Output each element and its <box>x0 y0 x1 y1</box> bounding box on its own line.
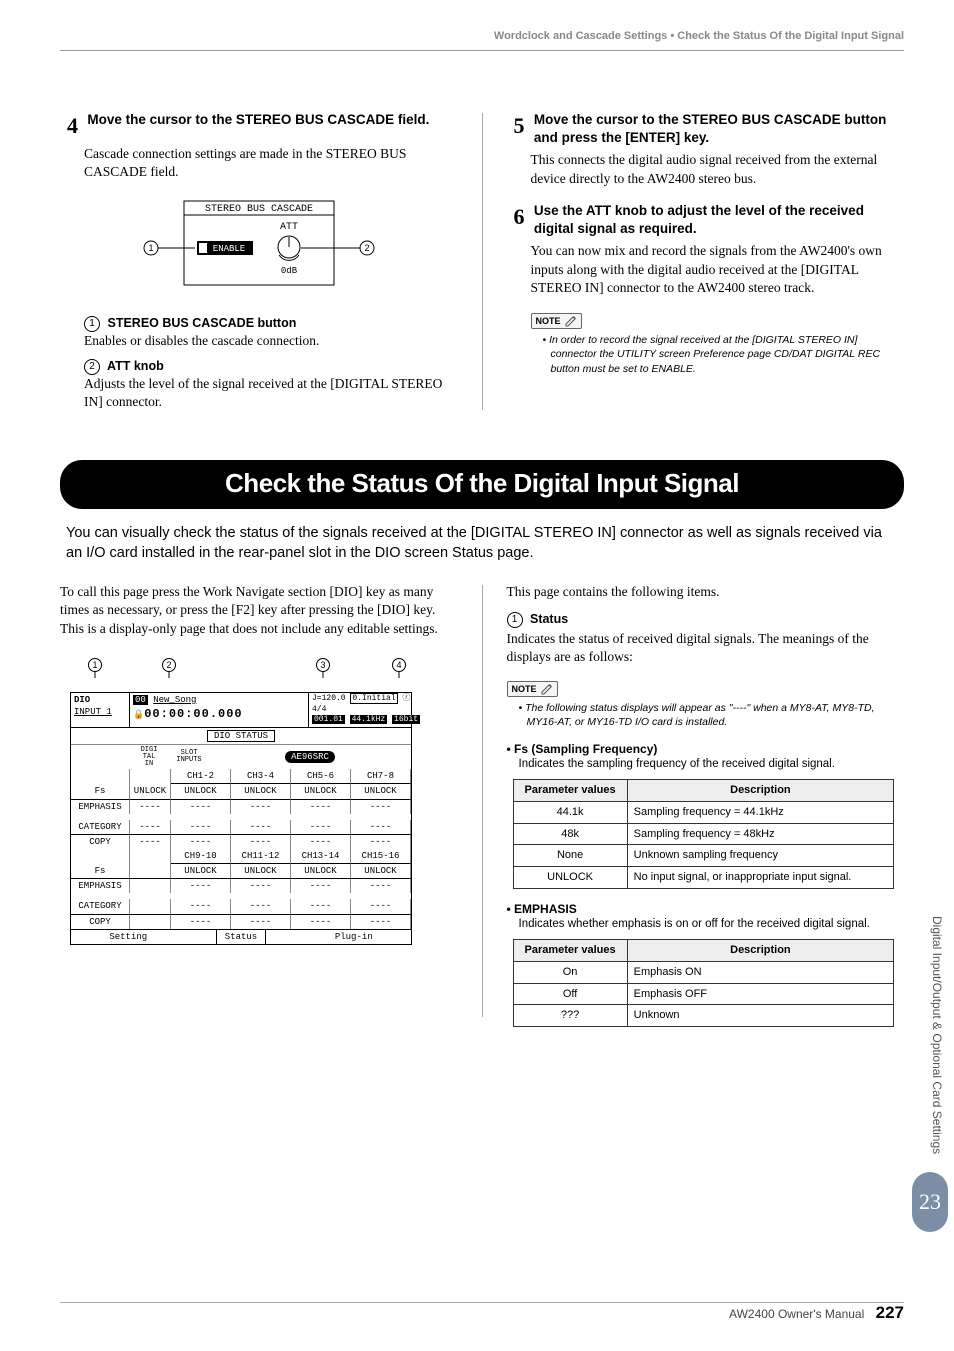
dio-status-tab: DIO STATUS <box>207 730 275 742</box>
ch-header-2: CH9-10 CH11-12 CH13-14 CH15-16 <box>71 849 411 864</box>
upper-columns: 4 Move the cursor to the STEREO BUS CASC… <box>60 111 904 420</box>
cascade-figure: STEREO BUS CASCADE ATT ENABLE 0dB 1 2 <box>129 195 389 295</box>
pencil-icon <box>541 683 553 695</box>
svg-text:0dB: 0dB <box>281 266 298 276</box>
column-divider <box>482 585 483 1017</box>
screen-tabs: Setting Status Plug-in <box>71 929 411 944</box>
fs-body: Indicates the sampling frequency of the … <box>519 757 905 773</box>
lead-text: This page contains the following items. <box>507 583 905 601</box>
table-row: OnEmphasis ON <box>513 961 894 983</box>
table-row: NoneUnknown sampling frequency <box>513 845 894 867</box>
svg-text:ATT: ATT <box>280 222 298 233</box>
table-row: 44.1kSampling frequency = 44.1kHz <box>513 801 894 823</box>
step-heading: Move the cursor to the STEREO BUS CASCAD… <box>87 111 457 129</box>
screen-top-callouts: 1 2 3 4 <box>70 656 422 678</box>
table-row: ???Unknown <box>513 1005 894 1027</box>
table-row: FsUNLOCKUNLOCKUNLOCKUNLOCKUNLOCK <box>71 784 411 799</box>
step-number: 5 <box>507 111 525 141</box>
digital-in-label: DIGITALIN <box>141 746 158 768</box>
lower-left-para: To call this page press the Work Navigat… <box>60 583 458 638</box>
section-intro: You can visually check the status of the… <box>66 523 898 564</box>
table-row: EMPHASIS---------------- <box>71 879 411 893</box>
step-body: You can now mix and record the signals f… <box>531 242 905 297</box>
footer: AW2400 Owner's Manual 227 <box>729 1303 904 1323</box>
table-row: COPY---------------- <box>71 915 411 929</box>
page-number: 227 <box>876 1303 904 1322</box>
table-row: 48kSampling frequency = 48kHz <box>513 823 894 845</box>
note-box: NOTE • In order to record the signal rec… <box>531 311 905 376</box>
slot-inputs-label: SLOTINPUTS <box>176 749 201 764</box>
callout-2-icon: 2 <box>84 359 100 375</box>
lower-left-column: To call this page press the Work Navigat… <box>60 583 458 1027</box>
product-name: AW2400 Owner's Manual <box>729 1307 864 1321</box>
dio-status-screen: DIOINPUT 1 00 New_Song 🔒00:00:00.000 J=1… <box>70 692 412 945</box>
note-label: NOTE <box>507 681 558 697</box>
lower-right-column: This page contains the following items. … <box>507 583 905 1027</box>
callout-lines <box>70 656 422 678</box>
table-row: FsUNLOCKUNLOCKUNLOCKUNLOCK <box>71 864 411 879</box>
status-body: Indicates the status of received digital… <box>507 630 905 666</box>
fs-heading: • Fs (Sampling Frequency) <box>507 741 905 757</box>
table-row: CATEGORY-------------------- <box>71 820 411 835</box>
step-heading: Move the cursor to the STEREO BUS CASCAD… <box>534 111 904 147</box>
note-box: NOTE • The following status displays wil… <box>507 679 905 730</box>
running-header: Wordclock and Cascade Settings • Check t… <box>60 30 904 42</box>
lower-columns: To call this page press the Work Navigat… <box>60 583 904 1027</box>
fs-table: Parameter valuesDescription 44.1kSamplin… <box>513 779 895 889</box>
svg-text:2: 2 <box>364 243 369 253</box>
screen-header: DIOINPUT 1 00 New_Song 🔒00:00:00.000 J=1… <box>71 693 411 728</box>
step-number: 4 <box>60 111 78 141</box>
side-tab-label: Digital Input/Output & Optional Card Set… <box>922 870 944 1200</box>
svg-text:ENABLE: ENABLE <box>213 244 245 254</box>
table-row: CATEGORY---------------- <box>71 899 411 914</box>
note-text: • In order to record the signal received… <box>543 333 905 376</box>
emphasis-body: Indicates whether emphasis is on or off … <box>519 917 905 933</box>
table-row: OffEmphasis OFF <box>513 983 894 1005</box>
callout-1-icon: 1 <box>507 612 523 628</box>
src-badge: AE96SRC <box>285 751 335 763</box>
emphasis-heading: • EMPHASIS <box>507 901 905 917</box>
section-title: Check the Status Of the Digital Input Si… <box>60 460 904 509</box>
table-row: COPY-------------------- <box>71 835 411 849</box>
step-body: Cascade connection settings are made in … <box>84 145 458 181</box>
header-rule <box>60 50 904 51</box>
note-label: NOTE <box>531 313 582 329</box>
svg-text:STEREO BUS CASCADE: STEREO BUS CASCADE <box>205 204 313 215</box>
step-body: This connects the digital audio signal r… <box>531 151 905 187</box>
chapter-badge: 23 <box>912 1172 948 1232</box>
callout-2-body: Adjusts the level of the signal received… <box>84 375 458 411</box>
note-text: • The following status displays will app… <box>519 701 905 729</box>
page: Wordclock and Cascade Settings • Check t… <box>0 0 954 1351</box>
pencil-icon <box>565 315 577 327</box>
right-column: 5 Move the cursor to the STEREO BUS CASC… <box>507 111 905 420</box>
callout-2-label: 2 ATT knob <box>84 358 458 375</box>
column-divider <box>482 113 483 410</box>
step-heading: Use the ATT knob to adjust the level of … <box>534 202 904 238</box>
emphasis-table: Parameter valuesDescription OnEmphasis O… <box>513 939 895 1027</box>
ch-header-1: CH1-2 CH3-4 CH5-6 CH7-8 <box>71 769 411 784</box>
callout-1-body: Enables or disables the cascade connecti… <box>84 332 458 350</box>
svg-text:1: 1 <box>148 243 153 253</box>
table-row: EMPHASIS-------------------- <box>71 800 411 814</box>
callout-1-label: 1 STEREO BUS CASCADE button <box>84 315 458 332</box>
step-number: 6 <box>507 202 525 232</box>
table-row: UNLOCKNo input signal, or inappropriate … <box>513 867 894 889</box>
callout-1-icon: 1 <box>84 316 100 332</box>
status-heading: 1 Status <box>507 611 905 628</box>
left-column: 4 Move the cursor to the STEREO BUS CASC… <box>60 111 458 420</box>
